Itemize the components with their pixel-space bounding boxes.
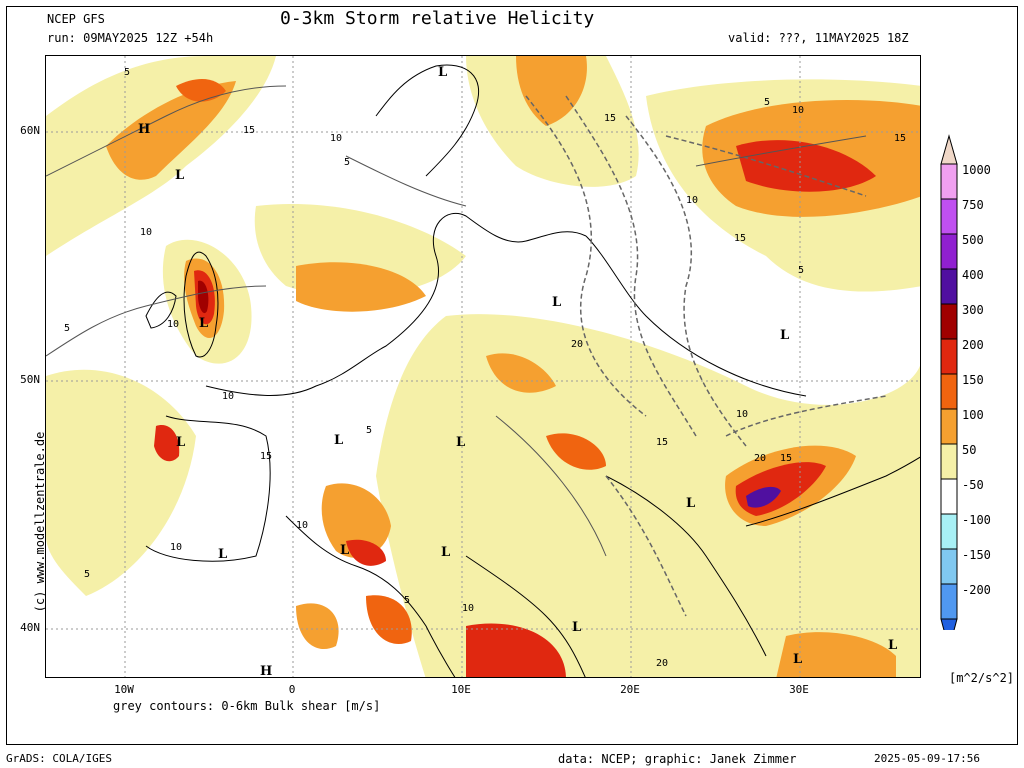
valid-time: valid: ???, 11MAY2025 18Z xyxy=(728,31,909,45)
low-pressure-label: L xyxy=(441,545,451,560)
legend-level: -50 xyxy=(962,478,984,492)
legend-level: 1000 xyxy=(962,163,991,177)
legend-top-arrow xyxy=(940,134,958,165)
low-pressure-label: L xyxy=(334,433,344,448)
contour-label: 5 xyxy=(366,425,373,436)
low-pressure-label: L xyxy=(793,652,803,667)
low-pressure-label: L xyxy=(686,496,696,511)
legend-bottom-arrow xyxy=(940,618,958,630)
legend-unit: [m^2/s^2] xyxy=(949,671,1015,685)
legend-cell xyxy=(940,373,958,410)
contour-label: 5 xyxy=(64,323,71,334)
legend-level: 200 xyxy=(962,338,984,352)
low-pressure-label: L xyxy=(572,620,582,635)
contour-label: 10 xyxy=(462,603,475,614)
legend-level: 750 xyxy=(962,198,984,212)
legend-cell xyxy=(940,478,958,515)
contour-label: 10 xyxy=(686,195,699,206)
low-pressure-label: L xyxy=(438,65,448,80)
low-pressure-label: L xyxy=(218,547,228,562)
footer-credits: data: NCEP; graphic: Janek Zimmer xyxy=(558,752,797,766)
grid-lines xyxy=(46,56,920,677)
lat-label: 60N xyxy=(20,124,40,137)
footer-software: GrADS: COLA/IGES xyxy=(6,752,112,765)
contour-label: 15 xyxy=(260,451,273,462)
lon-label: 10E xyxy=(451,683,471,696)
legend-cell xyxy=(940,303,958,340)
legend-level: 50 xyxy=(962,443,977,457)
contour-label: 5 xyxy=(84,569,91,580)
low-pressure-label: L xyxy=(780,328,790,343)
contour-label: 20 xyxy=(754,453,767,464)
contour-label: 10 xyxy=(792,105,805,116)
low-pressure-label: L xyxy=(175,168,185,183)
contour-label: 5 xyxy=(764,97,771,108)
lon-label: 30E xyxy=(789,683,809,696)
coastlines xyxy=(145,64,920,677)
contour-label: 15 xyxy=(656,437,669,448)
contour-label: 15 xyxy=(604,113,617,124)
contour-label: 10 xyxy=(140,227,153,238)
contour-note: grey contours: 0-6km Bulk shear [m/s] xyxy=(113,699,381,713)
legend-cell xyxy=(940,548,958,585)
shear-contours xyxy=(525,95,887,617)
lat-label: 40N xyxy=(20,621,40,634)
contour-label: 15 xyxy=(894,133,907,144)
model-name: NCEP GFS xyxy=(47,12,105,26)
contour-label: 5 xyxy=(124,67,131,78)
legend-level: -150 xyxy=(962,548,991,562)
legend-level: 150 xyxy=(962,373,984,387)
contour-label: 10 xyxy=(296,520,309,531)
plot-frame xyxy=(6,6,1018,745)
shear-contours-solid xyxy=(46,85,867,557)
contour-label: 5 xyxy=(344,157,351,168)
helicity-shading xyxy=(46,56,920,677)
legend-cell xyxy=(940,198,958,235)
lon-label: 10W xyxy=(114,683,134,696)
legend-level: 300 xyxy=(962,303,984,317)
weather-map: L L L L L L L L L L L L L L L H H 5 10 1… xyxy=(45,55,921,678)
contour-label: 10 xyxy=(222,391,235,402)
low-pressure-label: L xyxy=(456,435,466,450)
low-pressure-label: L xyxy=(199,316,209,331)
legend-cell xyxy=(940,163,958,200)
contour-label: 20 xyxy=(571,339,584,350)
legend-cell xyxy=(940,233,958,270)
contour-label: 10 xyxy=(330,133,343,144)
lon-label: 0 xyxy=(288,683,296,696)
contour-label: 5 xyxy=(404,595,411,606)
contour-label: 15 xyxy=(780,453,793,464)
contour-label: 10 xyxy=(167,319,180,330)
low-pressure-label: L xyxy=(552,295,562,310)
map-canvas xyxy=(46,56,920,677)
legend-level: 100 xyxy=(962,408,984,422)
high-pressure-label: H xyxy=(260,664,273,678)
lon-label: 20E xyxy=(620,683,640,696)
run-info: run: 09MAY2025 12Z +54h xyxy=(47,31,214,45)
legend-level: -200 xyxy=(962,583,991,597)
contour-label: 10 xyxy=(736,409,749,420)
contour-label: 20 xyxy=(656,658,669,669)
legend-level: 500 xyxy=(962,233,984,247)
high-pressure-label: H xyxy=(138,122,151,137)
page-title: 0-3km Storm relative Helicity xyxy=(280,8,595,29)
low-pressure-label: L xyxy=(888,638,898,653)
legend-level: -100 xyxy=(962,513,991,527)
contour-label: 5 xyxy=(798,265,805,276)
low-pressure-label: L xyxy=(340,543,350,558)
contour-label: 15 xyxy=(734,233,747,244)
footer-timestamp: 2025-05-09-17:56 xyxy=(874,752,980,765)
lat-label: 50N xyxy=(20,373,40,386)
legend-level: 400 xyxy=(962,268,984,282)
legend-cell xyxy=(940,408,958,445)
legend-cell xyxy=(940,583,958,620)
legend-cell xyxy=(940,513,958,550)
legend-cell xyxy=(940,338,958,375)
legend-cell xyxy=(940,268,958,305)
low-pressure-label: L xyxy=(176,435,186,450)
legend-colorbar xyxy=(940,134,958,630)
legend-cell xyxy=(940,443,958,480)
contour-label: 10 xyxy=(170,542,183,553)
contour-label: 15 xyxy=(243,125,256,136)
